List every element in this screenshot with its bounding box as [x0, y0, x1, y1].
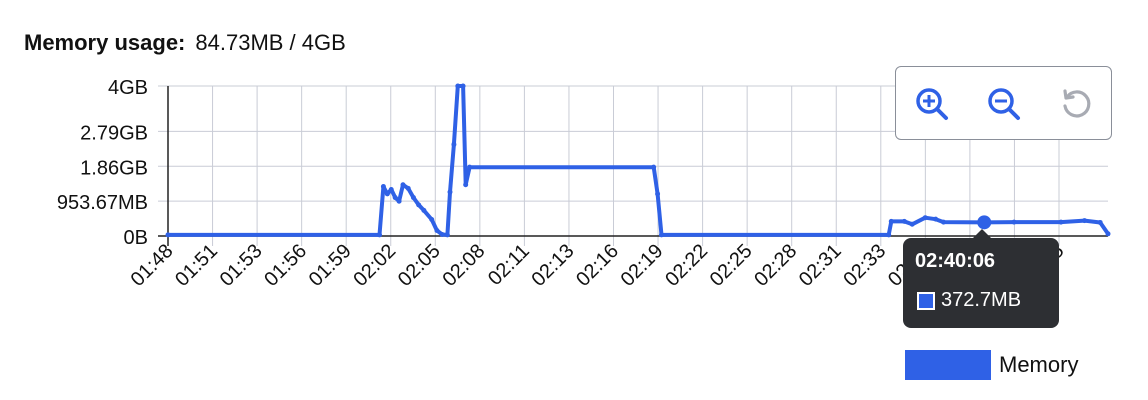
- memory-data-point: [909, 221, 915, 227]
- memory-data-point: [1105, 231, 1111, 237]
- x-tick-label: 02:13: [528, 240, 579, 291]
- memory-data-point: [377, 232, 382, 238]
- memory-data-point: [396, 198, 402, 204]
- legend-label-memory: Memory: [999, 352, 1079, 377]
- y-tick-label: 0B: [124, 227, 148, 249]
- memory-data-point: [455, 83, 461, 89]
- memory-data-point: [922, 215, 928, 221]
- memory-data-point: [467, 164, 473, 170]
- x-tick-label: 02:28: [750, 240, 801, 291]
- memory-data-point: [460, 83, 466, 89]
- memory-data-point: [400, 182, 406, 188]
- memory-data-point: [933, 216, 939, 222]
- memory-data-point: [451, 141, 457, 147]
- memory-usage-label: Memory usage:: [24, 30, 186, 55]
- tooltip-value: 372.7MB: [941, 289, 1022, 311]
- memory-data-point: [1058, 219, 1064, 225]
- zoom-in-icon: [916, 88, 948, 120]
- memory-data-point: [410, 195, 416, 201]
- zoom-out-icon: [988, 88, 1020, 120]
- memory-usage-header: Memory usage: 84.73MB / 4GB: [24, 30, 346, 56]
- y-tick-label: 1.86GB: [80, 157, 148, 179]
- x-tick-label: 02:31: [795, 240, 846, 291]
- x-tick-label: 01:59: [305, 240, 356, 291]
- memory-data-point: [380, 184, 386, 190]
- reset-zoom-button[interactable]: [1056, 84, 1096, 124]
- memory-data-point: [416, 202, 422, 208]
- memory-data-point: [1097, 219, 1103, 225]
- y-tick-label: 2.79GB: [80, 122, 148, 144]
- y-tick-label: 4GB: [108, 77, 148, 99]
- x-tick-label: 02:02: [349, 240, 400, 291]
- x-tick-label: 02:25: [706, 240, 757, 291]
- memory-data-point: [405, 185, 411, 191]
- zoom-in-button[interactable]: [912, 84, 952, 124]
- memory-data-point: [941, 219, 946, 225]
- memory-data-point: [888, 218, 894, 224]
- memory-data-point: [447, 189, 453, 195]
- tooltip-series-swatch: [917, 292, 935, 310]
- x-tick-label: 01:53: [216, 240, 267, 291]
- x-tick-label: 01:56: [260, 240, 311, 291]
- memory-data-point: [886, 232, 892, 238]
- memory-data-point: [421, 207, 427, 213]
- memory-data-point: [1082, 218, 1087, 224]
- chart-legend[interactable]: Memory: [905, 350, 1078, 380]
- x-tick-label: 01:51: [171, 240, 222, 291]
- memory-data-point: [439, 232, 445, 238]
- memory-data-point: [463, 182, 469, 188]
- memory-data-point: [429, 217, 435, 223]
- memory-data-point: [651, 164, 657, 170]
- memory-data-point: [655, 191, 661, 197]
- memory-data-point: [392, 195, 398, 201]
- x-tick-label: 02:19: [617, 240, 668, 291]
- x-tick-label: 02:16: [572, 240, 623, 291]
- x-tick-label: 02:33: [839, 240, 890, 291]
- reset-zoom-icon: [1063, 89, 1091, 118]
- memory-usage-value: 84.73MB / 4GB: [195, 30, 346, 55]
- memory-data-point: [659, 232, 664, 238]
- data-tooltip: 02:40:06 372.7MB: [903, 229, 1059, 328]
- x-tick-label: 02:08: [438, 240, 489, 291]
- zoom-out-button[interactable]: [984, 84, 1024, 124]
- memory-data-point: [388, 186, 394, 192]
- memory-data-point: [901, 218, 907, 224]
- highlighted-data-point: [977, 215, 992, 230]
- x-tick-label: 02:05: [394, 240, 445, 291]
- legend-swatch-memory: [905, 350, 991, 380]
- memory-data-point: [434, 228, 440, 234]
- tooltip-time: 02:40:06: [915, 250, 996, 272]
- memory-data-point: [384, 191, 390, 197]
- y-tick-label: 953.67MB: [57, 192, 148, 214]
- zoom-toolbar: [895, 66, 1112, 140]
- x-tick-label: 02:11: [484, 240, 534, 290]
- memory-data-point: [1011, 219, 1017, 225]
- memory-data-point: [165, 232, 171, 238]
- memory-data-point: [444, 232, 450, 238]
- x-tick-label: 02:22: [661, 240, 712, 291]
